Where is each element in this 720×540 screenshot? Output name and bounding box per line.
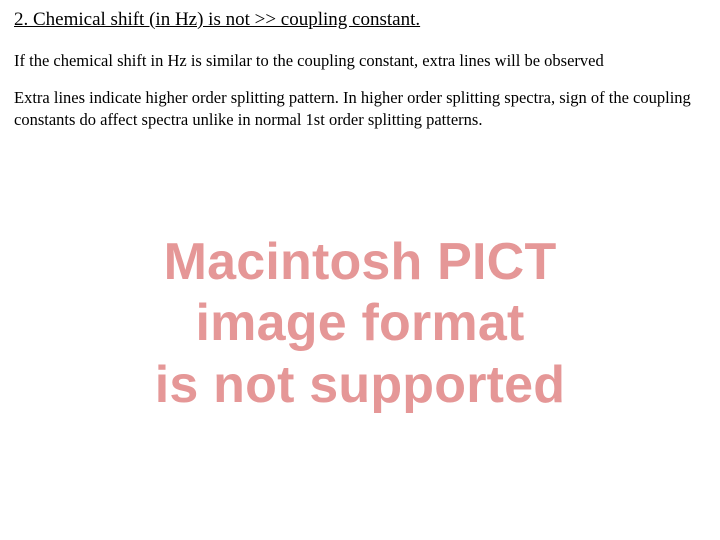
paragraph-2: Extra lines indicate higher order splitt…: [14, 87, 706, 130]
section-heading: 2. Chemical shift (in Hz) is not >> coup…: [14, 8, 706, 32]
pict-line-2: image format: [0, 293, 720, 354]
pict-unsupported-placeholder: Macintosh PICT image format is not suppo…: [0, 232, 720, 416]
paragraph-1: If the chemical shift in Hz is similar t…: [14, 50, 706, 71]
pict-line-3: is not supported: [0, 355, 720, 416]
document-page: 2. Chemical shift (in Hz) is not >> coup…: [0, 0, 720, 540]
pict-line-1: Macintosh PICT: [0, 232, 720, 293]
